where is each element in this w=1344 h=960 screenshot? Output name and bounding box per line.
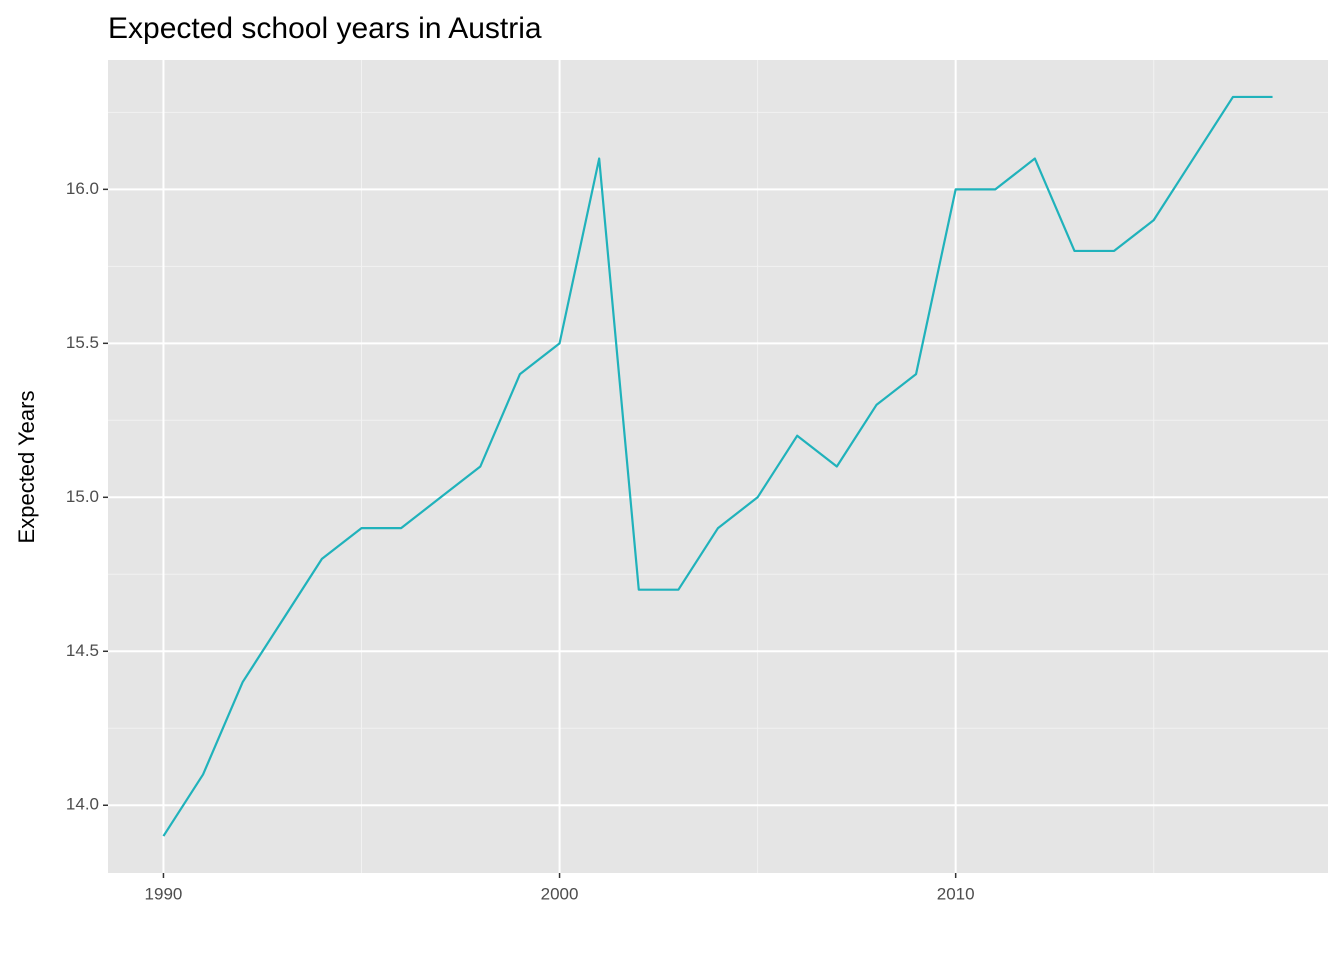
y-tick-label: 15.5: [66, 333, 99, 352]
y-tick-label: 15.0: [66, 487, 99, 506]
y-tick-label: 14.0: [66, 795, 99, 814]
y-tick-label: 14.5: [66, 641, 99, 660]
y-axis-label: Expected Years: [14, 391, 39, 544]
x-tick-label: 1990: [145, 884, 183, 903]
x-tick-label: 2000: [541, 884, 579, 903]
data-line: [162, 95, 1273, 837]
chart-title: Expected school years in Austria: [108, 12, 542, 45]
y-tick-label: 16.0: [66, 179, 99, 198]
x-tick-label: 2010: [937, 884, 975, 903]
plot-panel: [108, 60, 1328, 873]
